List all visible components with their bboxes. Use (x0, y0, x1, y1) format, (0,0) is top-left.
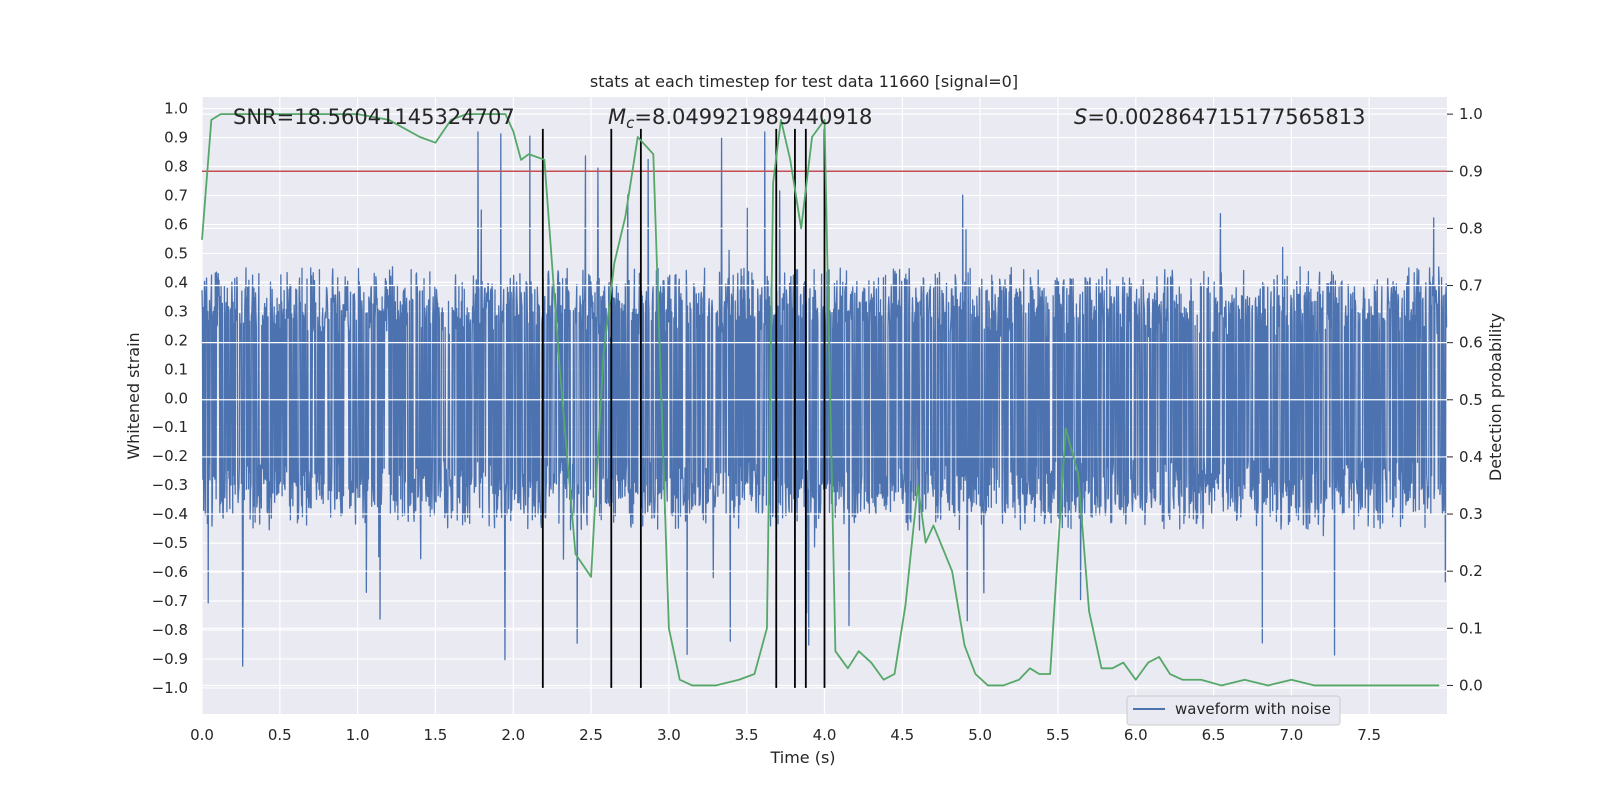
x-tick-label: 2.0 (501, 726, 525, 744)
right-tick-label: 0.9 (1459, 162, 1483, 180)
right-tick-label: 0.7 (1459, 277, 1483, 295)
x-tick-label: 5.5 (1046, 726, 1070, 744)
x-tick-label: 3.5 (735, 726, 759, 744)
vertical-markers (541, 128, 826, 688)
y-tick-label: −0.9 (152, 650, 188, 668)
x-tick-label: 1.0 (346, 726, 370, 744)
x-axis-label: Time (s) (769, 748, 835, 767)
y-tick-label: 0.2 (164, 331, 188, 349)
probability-line (201, 113, 1440, 687)
x-tick-label: 7.5 (1357, 726, 1381, 744)
x-tick-label: 7.0 (1279, 726, 1303, 744)
x-tick-label: 5.0 (968, 726, 992, 744)
right-tick-label: 0.2 (1459, 562, 1483, 580)
y-tick-label: 0.9 (164, 129, 188, 147)
y-tick-label: 0.8 (164, 158, 188, 176)
y-tick-label: −0.2 (152, 447, 188, 465)
x-tick-label: 3.0 (657, 726, 681, 744)
x-tick-labels: 0.0 0.5 1.0 1.5 2.0 2.5 3.0 3.5 4.0 4.5 5.0 5.5 6.0 6… (190, 726, 1381, 744)
probability-series (201, 113, 1440, 687)
y-tick-label: −0.7 (152, 592, 188, 610)
right-tick-label: 0.1 (1459, 619, 1483, 637)
right-tick-label: 1.0 (1459, 105, 1483, 123)
significance-symbol: S (1074, 105, 1087, 129)
right-axis-label: Detection probability (1486, 313, 1505, 481)
y-axis-label: Whitened strain (124, 332, 143, 459)
y-tick-label: −0.6 (152, 563, 188, 581)
x-tick-label: 1.5 (424, 726, 448, 744)
legend-box (1126, 695, 1341, 726)
x-tick-label: 0.0 (190, 726, 214, 744)
right-tick-label: 0.3 (1459, 505, 1483, 523)
y-tick-label: 0.3 (164, 302, 188, 320)
snr-annotation: SNR=18.56041145324707 (233, 105, 515, 129)
x-tick-label: 0.5 (268, 726, 292, 744)
chart-title: stats at each timestep for test data 116… (590, 72, 1018, 91)
y-tick-label: −0.1 (152, 418, 188, 436)
legend: waveform with noise (1126, 695, 1341, 726)
y-tick-label: 1.0 (164, 100, 188, 118)
y-tick-label: −0.8 (152, 621, 188, 639)
y-tick-label: 0.1 (164, 360, 188, 378)
y-tick-label: −0.4 (152, 505, 188, 523)
chirp-mass-subscript: c (626, 114, 635, 132)
right-tick-label: 0.0 (1459, 676, 1483, 694)
y-tick-label: 0.6 (164, 215, 188, 233)
right-tick-label: 0.6 (1459, 334, 1483, 352)
x-tick-label: 4.5 (890, 726, 914, 744)
legend-label: waveform with noise (1175, 700, 1331, 718)
x-tick-label: 6.0 (1124, 726, 1148, 744)
x-tick-label: 4.0 (813, 726, 837, 744)
y-tick-label: −0.5 (152, 534, 188, 552)
y-tick-labels: 1.0 0.9 0.8 0.7 0.6 0.5 0.4 0.3 0.2 0.1 0.0 −0.1 −0.… (152, 100, 188, 697)
y-tick-label: 0.0 (164, 389, 188, 407)
y-tick-label: 0.4 (164, 273, 188, 291)
chirp-mass-symbol: M (608, 105, 626, 129)
chirp-mass-annotation: Mc=8.049921989440918 (608, 105, 872, 132)
y-tick-label: −0.3 (152, 476, 188, 494)
significance-value: =0.002864715177565813 (1087, 105, 1365, 129)
y-tick-label: 0.7 (164, 186, 188, 204)
right-tick-label: 0.5 (1459, 391, 1483, 409)
right-tick-label: 0.4 (1459, 448, 1483, 466)
x-tick-label: 2.5 (579, 726, 603, 744)
significance-annotation: S=0.002864715177565813 (1074, 105, 1365, 129)
chirp-mass-value: =8.049921989440918 (634, 105, 872, 129)
right-tick-label: 0.8 (1459, 219, 1483, 237)
y-tick-label: −1.0 (152, 679, 188, 697)
y-tick-label: 0.5 (164, 244, 188, 262)
right-tick-labels: 1.0 0.9 0.8 0.7 0.6 0.5 0.4 0.3 0.2 0.1 0.0 (1447, 105, 1483, 694)
x-tick-label: 6.5 (1202, 726, 1226, 744)
